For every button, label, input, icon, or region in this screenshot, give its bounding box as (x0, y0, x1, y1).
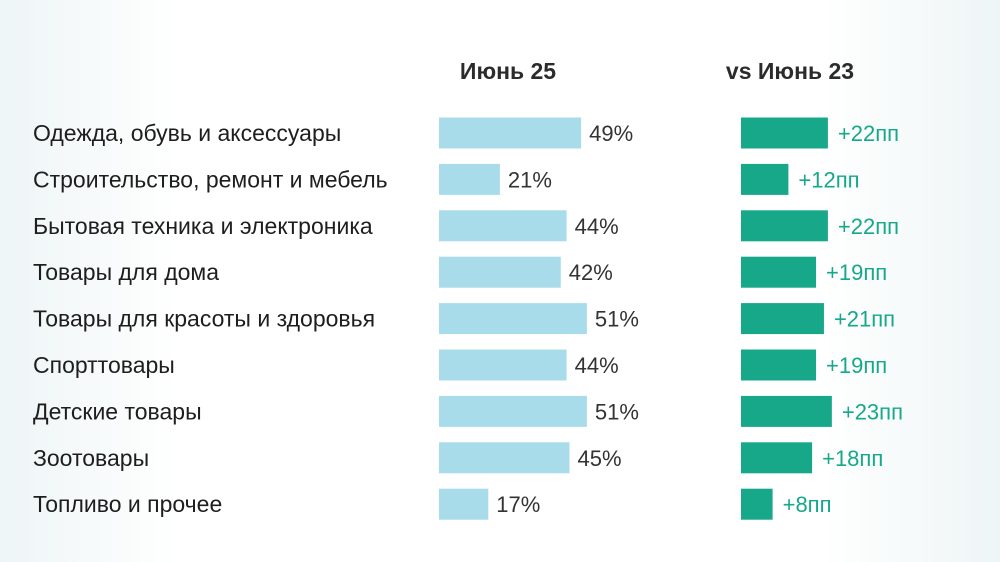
column-header-june25: Июнь 25 (460, 58, 556, 84)
value-label-june25: 17% (496, 492, 540, 517)
value-label-change: +22пп (838, 214, 899, 239)
value-label-change: +18пп (822, 446, 883, 471)
value-label-june25: 42% (569, 260, 613, 285)
column-header-vs-june23: vs Июнь 23 (726, 58, 854, 84)
category-label: Бытовая техника и электроника (33, 213, 373, 239)
value-label-june25: 44% (575, 353, 619, 378)
value-label-change: +21пп (834, 307, 895, 332)
category-label: Детские товары (33, 398, 202, 424)
value-label-change: +19пп (826, 353, 887, 378)
category-label: Строительство, ремонт и мебель (33, 166, 388, 192)
category-label: Топливо и прочее (33, 491, 222, 517)
bar-june25 (439, 163, 500, 195)
bar-june25 (439, 303, 587, 335)
bar-june25 (439, 210, 567, 242)
category-label: Товары для дома (33, 259, 219, 285)
bar-june25 (439, 256, 561, 288)
bar-change-vs-june23 (741, 303, 824, 335)
category-label: Товары для красоты и здоровья (33, 306, 375, 332)
bar-change-vs-june23 (741, 210, 828, 242)
value-label-change: +23пп (842, 399, 903, 424)
value-label-change: +22пп (838, 121, 899, 146)
bar-june25 (439, 349, 567, 381)
value-label-june25: 44% (575, 214, 619, 239)
value-label-change: +8пп (783, 492, 832, 517)
category-label: Зоотовары (33, 445, 149, 471)
category-label: Спорттовары (33, 352, 175, 378)
value-label-change: +19пп (826, 260, 887, 285)
bar-change-vs-june23 (741, 442, 813, 474)
bar-june25 (439, 488, 489, 520)
value-label-june25: 45% (578, 446, 622, 471)
value-label-june25: 49% (589, 121, 633, 146)
bar-change-vs-june23 (741, 395, 832, 427)
chart-rows: Одежда, обувь и аксессуары 49% +22пп Строит… (33, 117, 903, 520)
bar-june25 (439, 442, 570, 474)
bar-change-vs-june23 (741, 488, 773, 520)
bar-change-vs-june23 (741, 163, 789, 195)
value-label-june25: 51% (595, 399, 639, 424)
bar-change-vs-june23 (741, 349, 817, 381)
bar-change-vs-june23 (741, 256, 817, 288)
value-label-change: +12пп (798, 167, 859, 192)
value-label-june25: 51% (595, 307, 639, 332)
bar-june25 (439, 395, 587, 427)
bar-change-vs-june23 (741, 117, 828, 149)
value-label-june25: 21% (508, 167, 552, 192)
bar-june25 (439, 117, 582, 149)
category-label: Одежда, обувь и аксессуары (33, 120, 341, 146)
